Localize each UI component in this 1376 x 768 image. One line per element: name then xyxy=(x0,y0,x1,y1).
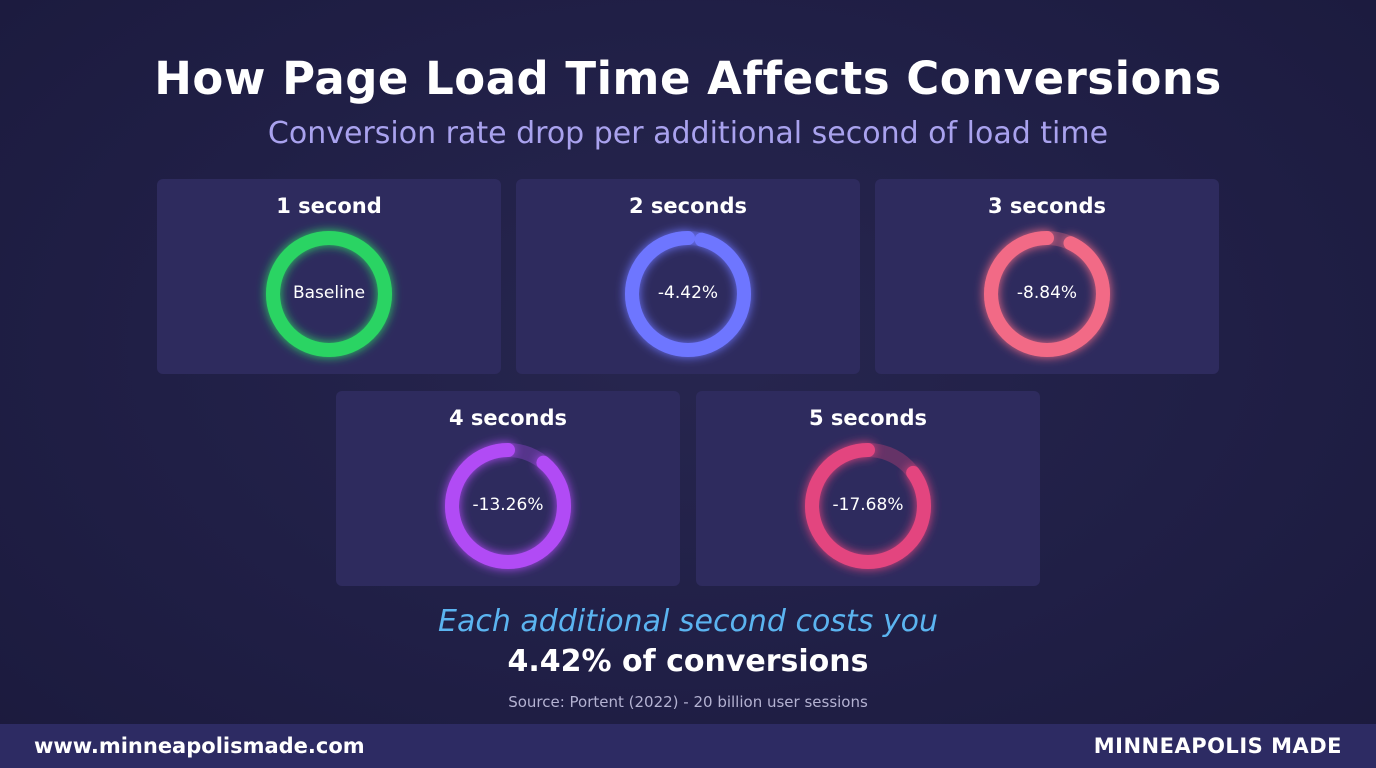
donut-ring xyxy=(445,443,571,569)
donut-card-label: 5 seconds xyxy=(808,406,928,430)
donut-card-label: 2 seconds xyxy=(628,194,748,218)
donut-ring xyxy=(266,231,392,357)
donut-card-label: 4 seconds xyxy=(448,406,568,430)
donut-ring xyxy=(805,443,931,569)
donut-card-label: 3 seconds xyxy=(987,194,1107,218)
donut-value: -17.68% xyxy=(832,495,904,515)
donut-card: 3 seconds -8.84% xyxy=(875,179,1219,374)
footer-url[interactable]: www.minneapolismade.com xyxy=(34,734,365,758)
donut-card: 2 seconds -4.42% xyxy=(516,179,860,374)
donut-ring xyxy=(984,231,1110,357)
donut-card: 5 seconds -17.68% xyxy=(696,391,1040,586)
tagline: Each additional second costs you xyxy=(438,604,938,639)
donut-card-label: 1 second xyxy=(276,194,382,218)
donut-value: -4.42% xyxy=(657,283,719,303)
source-note: Source: Portent (2022) - 20 billion user… xyxy=(508,693,868,711)
donut-arc xyxy=(984,231,1110,357)
donut-arc xyxy=(266,231,392,357)
donut-arc xyxy=(805,443,931,569)
page-subtitle: Conversion rate drop per additional seco… xyxy=(267,116,1109,151)
donut-ring xyxy=(625,231,751,357)
donut-value: Baseline xyxy=(292,283,366,303)
donut-arc xyxy=(625,231,751,357)
footer-bar: www.minneapolismade.com MINNEAPOLIS MADE xyxy=(0,724,1376,768)
page-title: How Page Load Time Affects Conversions xyxy=(154,52,1222,105)
donut-card: 4 seconds -13.26% xyxy=(336,391,680,586)
donut-value: -8.84% xyxy=(1016,283,1078,303)
donut-arc xyxy=(445,443,571,569)
tagline-highlight: 4.42% of conversions xyxy=(507,644,869,679)
donut-value: -13.26% xyxy=(472,495,544,515)
footer-brand: MINNEAPOLIS MADE xyxy=(1093,734,1342,758)
donut-card: 1 second Baseline xyxy=(157,179,501,374)
